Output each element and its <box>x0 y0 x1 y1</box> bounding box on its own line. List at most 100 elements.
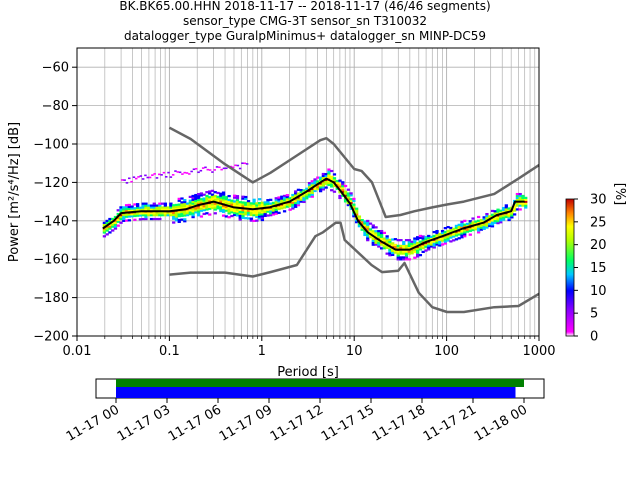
density-cell <box>204 166 207 169</box>
density-cell <box>116 218 120 221</box>
density-cell <box>277 196 281 199</box>
density-cell <box>327 183 331 187</box>
density-cell <box>169 206 173 209</box>
density-cell <box>352 205 356 208</box>
density-cell <box>174 205 179 208</box>
density-cell <box>352 213 356 216</box>
density-cell <box>468 223 472 227</box>
density-cell <box>224 215 228 218</box>
density-cell <box>213 191 217 194</box>
density-cell <box>134 177 138 180</box>
density-cell <box>407 244 411 248</box>
density-cell <box>415 238 420 241</box>
density-cell <box>371 241 375 244</box>
density-cell <box>404 256 409 259</box>
density-cell <box>338 187 342 190</box>
density-cell <box>246 217 251 220</box>
density-cell <box>355 207 359 210</box>
density-cell <box>199 192 204 195</box>
density-cell <box>424 236 428 239</box>
density-cell <box>269 214 273 217</box>
colorbar-tick-label: 20 <box>590 238 607 253</box>
density-cell <box>205 204 209 207</box>
density-cell <box>360 228 364 231</box>
density-cell <box>194 199 198 202</box>
density-cell <box>291 203 295 206</box>
density-cell <box>460 226 464 229</box>
density-cell <box>163 202 168 205</box>
density-cell <box>113 215 118 219</box>
density-cell <box>313 180 317 183</box>
density-cell <box>349 207 353 210</box>
density-cell <box>332 190 337 193</box>
density-cell <box>163 214 168 217</box>
density-cell <box>446 229 450 233</box>
density-cell <box>124 204 129 207</box>
density-cell <box>141 206 145 209</box>
density-cell <box>294 205 298 208</box>
density-cell <box>313 187 317 191</box>
density-cell <box>108 231 112 234</box>
density-cell <box>155 206 159 209</box>
nhnm-line <box>168 126 540 219</box>
density-cell <box>493 217 497 221</box>
density-cell <box>263 201 267 204</box>
density-cell <box>288 202 292 206</box>
density-cell <box>111 217 115 221</box>
density-cell <box>343 200 348 203</box>
density-cell <box>476 215 481 219</box>
density-cell <box>316 176 320 179</box>
density-cell <box>144 208 148 211</box>
density-cell <box>233 209 237 213</box>
density-cell <box>521 196 525 200</box>
density-cell <box>152 206 156 209</box>
density-cell <box>366 221 370 224</box>
density-cell <box>111 225 115 228</box>
density-cell <box>482 227 486 230</box>
density-cell <box>199 169 203 172</box>
density-cell <box>102 231 107 234</box>
density-cell <box>244 217 248 220</box>
density-cell <box>160 174 163 176</box>
density-cell <box>230 214 234 218</box>
density-cell <box>454 224 459 228</box>
density-cell <box>399 256 403 259</box>
density-cell <box>144 174 147 177</box>
density-cell <box>108 223 112 226</box>
density-cell <box>382 231 387 234</box>
density-cell <box>371 243 375 246</box>
density-cell <box>316 180 320 183</box>
density-cell <box>208 198 212 201</box>
density-cell <box>138 208 143 211</box>
density-cell <box>266 202 270 206</box>
density-cell <box>233 213 237 217</box>
density-cell <box>271 209 276 212</box>
density-cell <box>199 215 204 218</box>
density-cell <box>236 164 240 167</box>
density-cell <box>507 215 511 218</box>
density-cell <box>133 214 137 218</box>
density-cell <box>338 191 342 194</box>
density-cell <box>136 214 140 217</box>
density-cell <box>479 220 484 224</box>
density-cell <box>197 202 201 205</box>
density-cell <box>407 258 411 261</box>
density-cell <box>285 195 289 199</box>
density-cell <box>183 200 187 204</box>
density-cell <box>211 171 214 173</box>
density-cell <box>349 194 353 197</box>
density-cell <box>277 202 281 205</box>
density-cell <box>257 217 262 220</box>
density-cell <box>213 212 217 215</box>
density-cell <box>318 178 323 181</box>
density-cell <box>415 253 420 256</box>
density-cell <box>463 235 467 238</box>
density-cell <box>285 199 289 203</box>
density-cell <box>219 204 223 207</box>
density-cell <box>238 203 242 206</box>
density-cell <box>260 213 265 216</box>
colorbar <box>565 198 575 337</box>
density-cell <box>255 204 259 207</box>
density-cell <box>172 211 176 215</box>
density-cell <box>302 198 306 202</box>
